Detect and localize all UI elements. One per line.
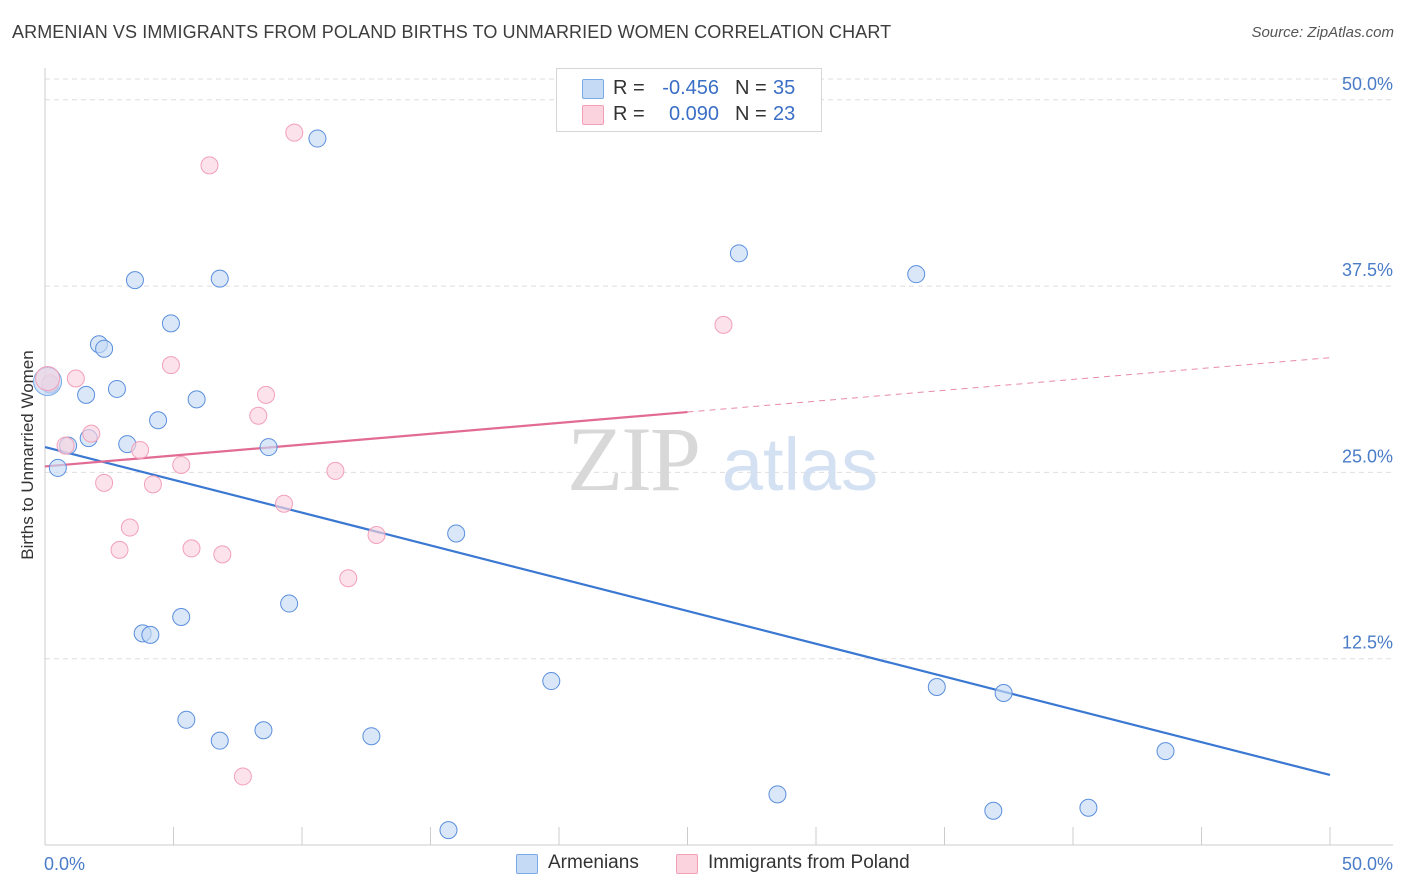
legend-row-armenians: R = -0.456 N = 35 xyxy=(557,75,821,101)
armenian-point xyxy=(1156,742,1175,761)
armenian-point xyxy=(95,339,114,358)
watermark: ZIP atlas xyxy=(567,408,878,510)
armenian-point xyxy=(729,244,748,263)
poland-trend-line-dashed xyxy=(687,357,1331,413)
armenian-point xyxy=(439,821,458,840)
armenian-point xyxy=(1079,798,1098,817)
series-swatch-armenians xyxy=(516,854,538,874)
y-tick-label: 25.0% xyxy=(1342,446,1393,466)
watermark-atlas: atlas xyxy=(722,423,878,506)
poland-point xyxy=(110,540,129,559)
armenian-point xyxy=(927,678,946,697)
poland-point xyxy=(143,475,162,494)
legend-swatch-poland xyxy=(582,105,604,125)
armenian-point xyxy=(177,710,196,729)
legend: R = -0.456 N = 35 R = 0.090 N = 23 xyxy=(556,68,822,132)
axes xyxy=(44,68,1393,846)
armenian-point xyxy=(447,524,466,543)
armenian-point xyxy=(259,438,278,457)
armenian-point xyxy=(280,594,299,613)
legend-n-value: 35 xyxy=(773,77,796,99)
armenian-point xyxy=(254,721,273,740)
poland-point xyxy=(714,315,733,334)
legend-n-label: N = xyxy=(735,77,767,99)
series-legend: Armenians Immigrants from Poland xyxy=(0,852,1406,876)
poland-point xyxy=(131,441,150,460)
armenian-point xyxy=(125,271,144,290)
armenian-point xyxy=(172,607,191,626)
legend-swatch-armenians xyxy=(582,79,604,99)
legend-n-label: N = xyxy=(735,103,767,125)
armenian-point xyxy=(149,411,168,430)
poland-point xyxy=(172,455,191,474)
chart-title: ARMENIAN VS IMMIGRANTS FROM POLAND BIRTH… xyxy=(12,22,892,42)
armenian-point xyxy=(107,379,126,398)
legend-r-label: R = xyxy=(613,77,645,99)
poland-point xyxy=(95,473,114,492)
poland-point xyxy=(326,461,345,480)
armenian-point xyxy=(768,785,787,804)
y-tick-label: 12.5% xyxy=(1342,633,1393,653)
poland-point xyxy=(120,518,139,537)
y-tick-label: 50.0% xyxy=(1342,74,1393,94)
armenian-point xyxy=(77,385,96,404)
poland-point xyxy=(213,545,232,564)
armenian-point xyxy=(984,801,1003,820)
armenian-point xyxy=(362,727,381,746)
armenian-point xyxy=(308,129,327,148)
armenian-point xyxy=(141,625,160,644)
poland-point xyxy=(249,406,268,425)
armenian-trend-line xyxy=(44,446,1331,777)
data-points xyxy=(33,123,1175,840)
armenian-point xyxy=(48,458,67,477)
source-credit: Source: ZipAtlas.com xyxy=(1251,24,1394,41)
x-tick-label: 50.0% xyxy=(1342,854,1393,874)
legend-r-value: 0.090 xyxy=(668,103,719,125)
grid-lines xyxy=(45,78,1393,660)
legend-n-value: 23 xyxy=(773,103,796,125)
poland-point xyxy=(82,424,101,443)
poland-point xyxy=(257,385,276,404)
armenian-point xyxy=(907,265,926,284)
armenian-point xyxy=(210,269,229,288)
poland-point xyxy=(233,767,252,786)
legend-r-label: R = xyxy=(613,103,645,125)
armenian-point xyxy=(994,683,1013,702)
armenian-point xyxy=(542,672,561,691)
poland-point xyxy=(200,156,219,175)
armenian-point xyxy=(161,314,180,333)
armenian-point xyxy=(187,390,206,409)
poland-point xyxy=(161,356,180,375)
watermark-zip: ZIP xyxy=(567,408,699,510)
x-tick-label: 0.0% xyxy=(44,854,85,874)
poland-point xyxy=(339,569,358,588)
y-tick-label: 37.5% xyxy=(1342,260,1393,280)
poland-point xyxy=(35,366,61,392)
poland-point xyxy=(182,539,201,558)
armenian-point xyxy=(210,731,229,750)
poland-point xyxy=(66,369,85,388)
legend-r-value: -0.456 xyxy=(662,77,719,99)
series-label-armenians: Armenians xyxy=(548,852,639,873)
poland-point xyxy=(367,526,386,544)
poland-point xyxy=(275,494,294,513)
legend-row-poland: R = 0.090 N = 23 xyxy=(557,101,821,127)
trend-lines xyxy=(44,357,1331,777)
series-label-poland: Immigrants from Poland xyxy=(708,852,910,873)
poland-point xyxy=(285,123,304,142)
poland-point xyxy=(56,436,75,455)
poland-trend-line xyxy=(44,410,688,468)
y-axis-label: Births to Unmarried Women xyxy=(18,350,37,559)
tick-labels: 12.5% 25.0% 37.5% 50.0% 0.0% 50.0% xyxy=(44,74,1393,874)
series-swatch-poland xyxy=(676,854,698,874)
